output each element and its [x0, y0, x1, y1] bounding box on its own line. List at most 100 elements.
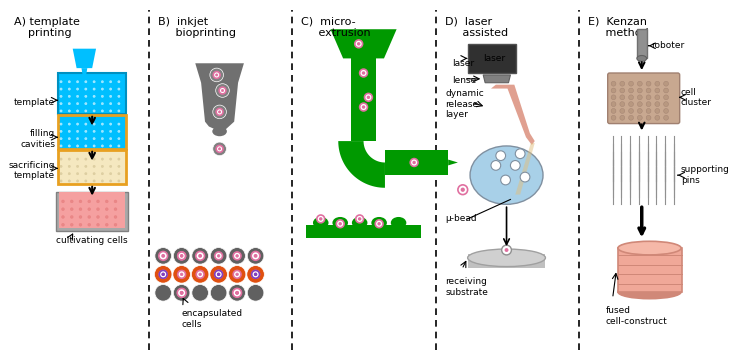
Circle shape	[68, 130, 71, 132]
Circle shape	[412, 161, 416, 164]
Circle shape	[629, 81, 634, 86]
Circle shape	[62, 223, 65, 226]
Circle shape	[461, 188, 465, 192]
Circle shape	[502, 245, 512, 255]
Circle shape	[93, 145, 95, 147]
Circle shape	[110, 88, 112, 90]
Circle shape	[155, 284, 171, 301]
Circle shape	[646, 115, 651, 120]
Circle shape	[77, 95, 79, 98]
Text: fused
cell-construct: fused cell-construct	[606, 306, 668, 326]
Circle shape	[213, 105, 227, 119]
Circle shape	[216, 108, 223, 115]
Circle shape	[70, 200, 73, 203]
Circle shape	[520, 172, 530, 182]
Circle shape	[355, 40, 363, 48]
Circle shape	[77, 145, 79, 147]
Circle shape	[70, 223, 73, 226]
Circle shape	[358, 217, 361, 221]
Circle shape	[60, 95, 63, 98]
Circle shape	[251, 252, 260, 260]
Circle shape	[174, 284, 190, 301]
Circle shape	[339, 222, 342, 225]
Polygon shape	[491, 85, 535, 145]
Circle shape	[77, 158, 79, 160]
Circle shape	[192, 266, 208, 283]
Circle shape	[68, 145, 71, 147]
FancyBboxPatch shape	[306, 225, 421, 238]
Circle shape	[79, 200, 82, 203]
Circle shape	[252, 270, 260, 278]
Circle shape	[496, 151, 506, 161]
Circle shape	[77, 130, 79, 132]
Circle shape	[102, 172, 104, 175]
Circle shape	[655, 108, 659, 113]
Circle shape	[233, 288, 241, 297]
Circle shape	[93, 95, 95, 98]
Text: roboter: roboter	[651, 41, 684, 50]
Circle shape	[162, 273, 164, 276]
Circle shape	[629, 102, 634, 107]
Circle shape	[155, 266, 171, 283]
Circle shape	[620, 81, 625, 86]
Circle shape	[77, 81, 79, 83]
Circle shape	[178, 289, 185, 297]
Circle shape	[611, 95, 616, 100]
Circle shape	[85, 103, 87, 105]
Circle shape	[222, 89, 224, 91]
Circle shape	[174, 248, 190, 264]
FancyBboxPatch shape	[58, 150, 126, 184]
Circle shape	[620, 88, 625, 93]
Circle shape	[70, 208, 73, 211]
Circle shape	[196, 252, 205, 260]
Circle shape	[192, 284, 208, 301]
Circle shape	[247, 248, 263, 264]
Circle shape	[611, 88, 616, 93]
Circle shape	[233, 289, 241, 297]
Circle shape	[180, 291, 183, 295]
Circle shape	[105, 208, 108, 211]
Circle shape	[93, 180, 95, 182]
Circle shape	[620, 102, 625, 107]
Circle shape	[178, 252, 185, 260]
Circle shape	[62, 216, 65, 219]
Circle shape	[236, 292, 238, 294]
Circle shape	[611, 115, 616, 120]
Circle shape	[646, 95, 651, 100]
Circle shape	[110, 138, 112, 140]
Circle shape	[110, 180, 112, 182]
Circle shape	[93, 123, 95, 125]
PathPatch shape	[339, 141, 385, 188]
Circle shape	[96, 200, 99, 203]
FancyBboxPatch shape	[618, 248, 682, 292]
Circle shape	[60, 110, 63, 112]
Circle shape	[96, 216, 99, 219]
Circle shape	[77, 88, 79, 90]
Text: receiving
substrate: receiving substrate	[445, 277, 488, 297]
Ellipse shape	[313, 217, 328, 229]
Circle shape	[114, 208, 117, 211]
Circle shape	[68, 165, 71, 167]
Text: laser: laser	[452, 59, 474, 68]
Circle shape	[110, 123, 112, 125]
Circle shape	[637, 102, 643, 107]
Circle shape	[247, 284, 263, 301]
Circle shape	[110, 95, 112, 98]
Circle shape	[360, 69, 367, 77]
Circle shape	[213, 72, 220, 78]
Circle shape	[68, 103, 71, 105]
Ellipse shape	[618, 241, 681, 255]
Circle shape	[180, 255, 183, 257]
Text: A) template
    printing: A) template printing	[14, 17, 80, 38]
Circle shape	[637, 88, 643, 93]
Text: lense: lense	[452, 76, 476, 85]
Circle shape	[118, 95, 120, 98]
Circle shape	[110, 81, 112, 83]
Circle shape	[367, 95, 370, 99]
Circle shape	[70, 216, 73, 219]
Circle shape	[85, 138, 87, 140]
Circle shape	[228, 266, 246, 283]
Circle shape	[118, 180, 120, 182]
Circle shape	[60, 130, 63, 132]
Circle shape	[102, 103, 104, 105]
